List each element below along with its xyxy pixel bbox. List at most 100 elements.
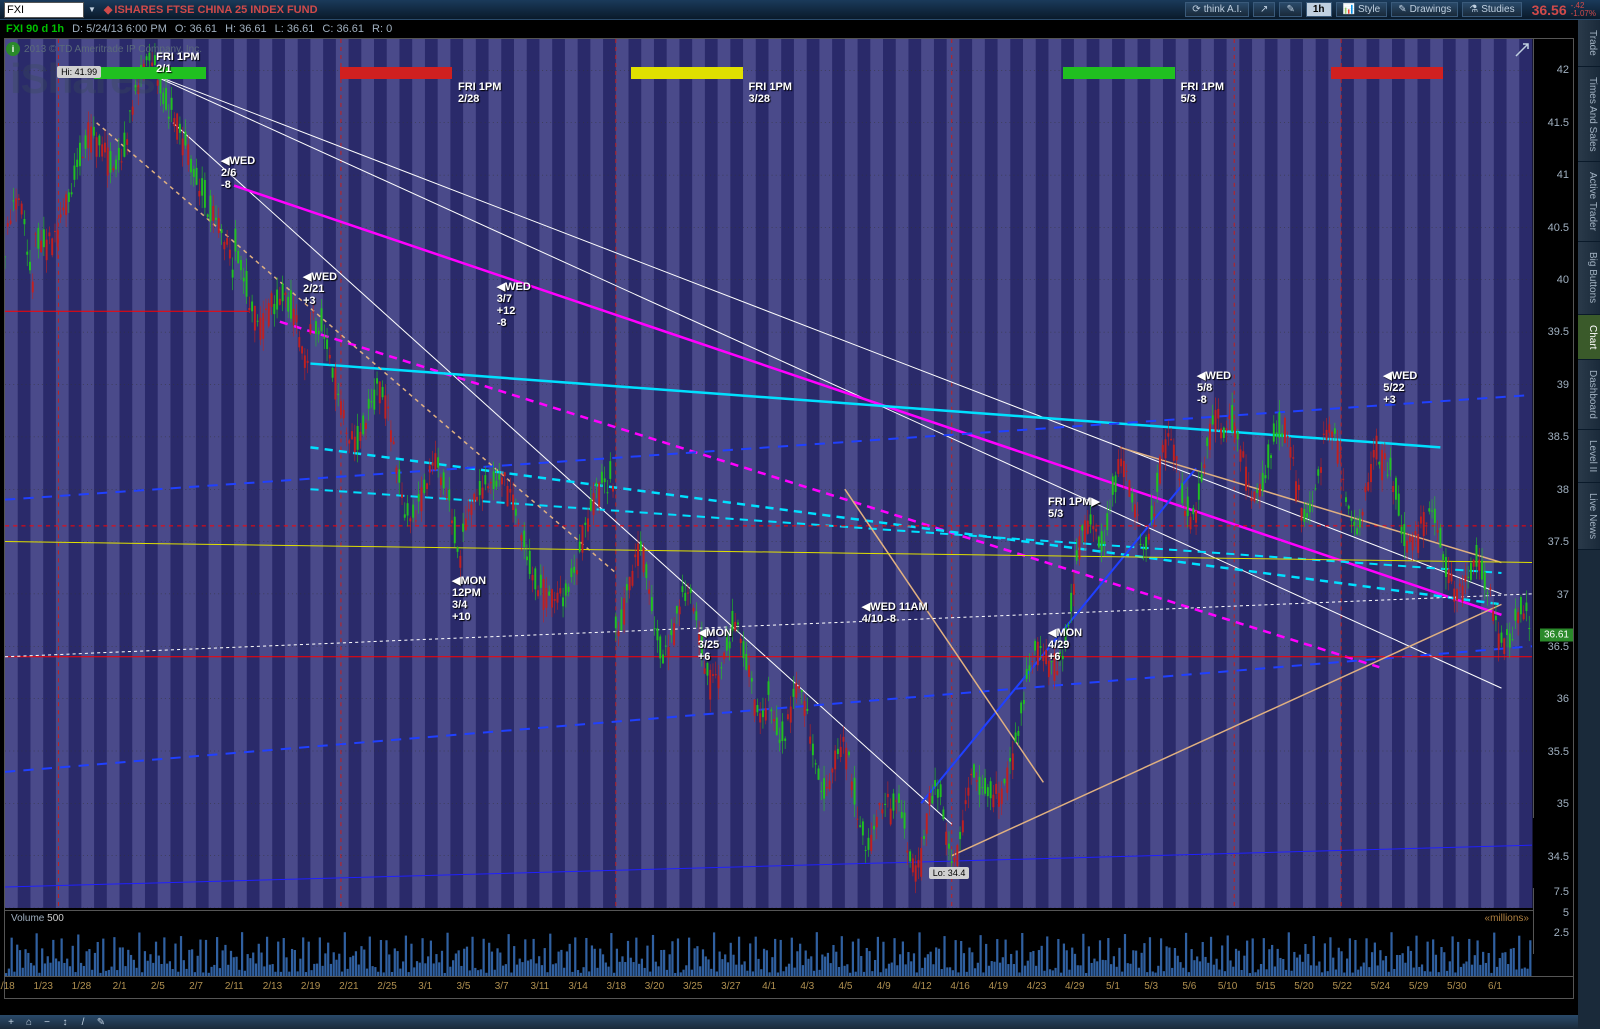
bottom-tool-icon[interactable]: − [40,1016,54,1028]
copyright: i 2013 © TD Ameritrade IP Company, Inc. [6,42,202,56]
x-tick: 3/5 [457,981,471,992]
info-date: D: 5/24/13 6:00 PM [72,23,167,35]
side-tabs: TradeTimes And SalesActive TraderBig But… [1578,20,1600,1029]
current-price-badge: 36.61 [1540,629,1573,642]
x-tick: 5/20 [1294,981,1313,992]
x-axis: 1/181/231/282/12/52/72/112/132/192/212/2… [5,976,1573,998]
x-tick: 4/19 [989,981,1008,992]
y-tick: 34.5 [1548,851,1569,863]
side-tab-chart[interactable]: Chart [1578,315,1600,360]
x-tick: 2/5 [151,981,165,992]
x-tick: 2/19 [301,981,320,992]
vol-y-tick: 5 [1563,907,1569,919]
info-close: C: 36.61 [322,23,364,35]
side-tab-big-buttons[interactable]: Big Buttons [1578,242,1600,314]
x-tick: 3/1 [418,981,432,992]
y-tick: 42 [1557,64,1569,76]
top-toolbar: ▼ ◆ISHARES FTSE CHINA 25 INDEX FUND ⟳thi… [0,0,1600,20]
info-low: L: 36.61 [275,23,315,35]
x-tick: 5/15 [1256,981,1275,992]
side-tab-times-and-sales[interactable]: Times And Sales [1578,67,1600,163]
volume-y-axis: 2.557.5 [1533,888,1573,954]
bottom-tool-icon[interactable]: + [4,1016,18,1028]
x-tick: 2/11 [225,981,244,992]
info-high: H: 36.61 [225,23,267,35]
watermark: iShares [10,55,155,103]
x-tick: 4/9 [877,981,891,992]
y-tick: 35.5 [1548,746,1569,758]
x-tick: 5/30 [1447,981,1466,992]
info-bar: FXI 90 d 1h D: 5/24/13 6:00 PM O: 36.61 … [0,20,1600,38]
bottom-tool-icon[interactable]: ✎ [94,1016,108,1028]
y-tick: 41 [1557,169,1569,181]
chart-area: 3434.53535.53636.53737.53838.53939.54040… [4,38,1574,999]
thinkai-button[interactable]: ⟳think A.I. [1185,2,1249,17]
y-axis: 3434.53535.53636.53737.53838.53939.54040… [1533,39,1573,818]
y-tick: 36 [1557,693,1569,705]
period-bar [1063,67,1175,79]
side-tab-live-news[interactable]: Live News [1578,483,1600,550]
studies-button[interactable]: ⚗Studies [1462,2,1521,17]
x-tick: 1/18 [0,981,15,992]
volume-label: Volume 500 [11,913,64,924]
period-bar [94,67,206,79]
x-tick: 3/14 [568,981,587,992]
price-change-pct: -1.07% [1571,10,1596,18]
price-chart[interactable]: 3434.53535.53636.53737.53838.53939.54040… [5,39,1573,908]
bottom-tool-icon[interactable]: / [76,1016,90,1028]
bottom-tool-icon[interactable]: ⌂ [22,1016,36,1028]
x-tick: 3/20 [645,981,664,992]
expand-icon[interactable] [1515,43,1529,57]
y-tick: 36.5 [1548,641,1569,653]
tool-icon-1[interactable]: ↗ [1253,2,1275,17]
x-tick: 2/13 [263,981,282,992]
x-tick: 5/10 [1218,981,1237,992]
x-tick: 3/27 [721,981,740,992]
x-tick: 3/7 [495,981,509,992]
y-tick: 37 [1557,589,1569,601]
y-tick: 35 [1557,798,1569,810]
x-tick: 6/1 [1488,981,1502,992]
side-tab-level-ii[interactable]: Level II [1578,430,1600,483]
x-tick: 4/16 [950,981,969,992]
x-tick: 4/29 [1065,981,1084,992]
y-tick: 38 [1557,484,1569,496]
x-tick: 2/25 [377,981,396,992]
symbol-dropdown-icon[interactable]: ▼ [88,5,96,14]
tool-icon-2[interactable]: ✎ [1279,2,1301,17]
x-tick: 3/11 [530,981,549,992]
y-tick: 38.5 [1548,431,1569,443]
security-name: ◆ISHARES FTSE CHINA 25 INDEX FUND [104,3,318,16]
side-tab-dashboard[interactable]: Dashboard [1578,360,1600,430]
bottom-tool-icon[interactable]: ↕ [58,1016,72,1028]
y-tick: 37.5 [1548,536,1569,548]
info-open: O: 36.61 [175,23,217,35]
x-tick: 2/21 [339,981,358,992]
x-tick: 2/1 [113,981,127,992]
x-tick: 5/29 [1409,981,1428,992]
x-tick: 1/23 [33,981,52,992]
volume-unit: «millions» [1485,913,1529,924]
period-bar [340,67,452,79]
style-button[interactable]: 📊Style [1336,2,1388,17]
timeframe-button[interactable]: 1h [1306,2,1332,17]
x-tick: 5/24 [1371,981,1390,992]
x-tick: 4/12 [912,981,931,992]
y-tick: 39 [1557,379,1569,391]
x-tick: 3/18 [607,981,626,992]
x-tick: 1/28 [72,981,91,992]
x-tick: 5/6 [1182,981,1196,992]
drawings-button[interactable]: ✎Drawings [1391,2,1458,17]
x-tick: 5/22 [1332,981,1351,992]
price-display: 36.56 [1532,2,1567,18]
x-tick: 4/5 [839,981,853,992]
y-tick: 40.5 [1548,222,1569,234]
symbol-input[interactable] [4,2,84,18]
side-tab-trade[interactable]: Trade [1578,20,1600,67]
info-symbol: FXI 90 d 1h [6,23,64,35]
x-tick: 5/3 [1144,981,1158,992]
volume-chart[interactable]: Volume 500 «millions» 2.557.5 [5,910,1573,976]
y-tick: 40 [1557,274,1569,286]
y-tick: 41.5 [1548,117,1569,129]
side-tab-active-trader[interactable]: Active Trader [1578,162,1600,242]
